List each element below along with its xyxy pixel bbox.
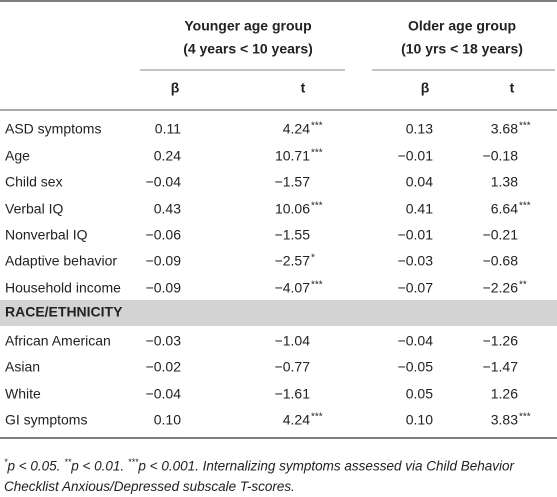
cell-value: 4.24 bbox=[283, 412, 310, 428]
cell-value: −1.55 bbox=[275, 227, 311, 243]
footnote-text: p < 0.05. bbox=[7, 458, 61, 474]
row-label: Asian bbox=[5, 359, 40, 375]
cell-value: −0.02 bbox=[146, 359, 182, 375]
cell-value: 0.11 bbox=[155, 121, 181, 137]
cell-value: 10.71 bbox=[275, 148, 310, 164]
cell-value: −2.26 bbox=[483, 280, 519, 296]
cell-value: 4.24 bbox=[283, 121, 310, 137]
cell-value: −0.07 bbox=[398, 280, 434, 296]
cell-value: −0.04 bbox=[146, 174, 182, 190]
cell-value: 0.10 bbox=[406, 412, 433, 428]
cell-value: −0.68 bbox=[483, 253, 519, 269]
row-label: Age bbox=[5, 148, 30, 164]
cell-value: −1.57 bbox=[275, 174, 311, 190]
row-label: Child sex bbox=[5, 174, 63, 190]
cell-value: −1.26 bbox=[483, 333, 519, 349]
significance: *** bbox=[311, 412, 323, 423]
section-label: RACE/ETHNICITY bbox=[5, 304, 123, 320]
significance: *** bbox=[519, 121, 531, 132]
footnote-marker: * bbox=[4, 457, 8, 467]
cell-value: −0.09 bbox=[146, 280, 182, 296]
cell-value: −0.21 bbox=[483, 227, 519, 243]
cell-value: −0.77 bbox=[275, 359, 311, 375]
footnote-text: p < 0.01. bbox=[71, 458, 125, 474]
cell-value: 10.06 bbox=[275, 201, 310, 217]
row-label: Verbal IQ bbox=[5, 201, 63, 217]
column-header: t bbox=[301, 80, 306, 96]
row-label: African American bbox=[5, 333, 111, 349]
cell-value: 3.83 bbox=[491, 412, 518, 428]
cell-value: −0.01 bbox=[398, 148, 434, 164]
row-label: ASD symptoms bbox=[5, 121, 101, 137]
cell-value: −0.04 bbox=[398, 333, 434, 349]
section-band bbox=[0, 300, 557, 326]
cell-value: 6.64 bbox=[491, 201, 518, 217]
significance: *** bbox=[519, 201, 531, 212]
significance: *** bbox=[311, 280, 323, 291]
cell-value: −0.06 bbox=[146, 227, 182, 243]
cell-value: −0.05 bbox=[398, 359, 434, 375]
significance: * bbox=[311, 253, 315, 264]
cell-value: 0.10 bbox=[154, 412, 181, 428]
cell-value: −0.03 bbox=[146, 333, 182, 349]
row-label: Nonverbal IQ bbox=[5, 227, 88, 243]
cell-value: 0.43 bbox=[154, 201, 181, 217]
cell-value: −1.04 bbox=[275, 333, 311, 349]
significance: ** bbox=[519, 280, 527, 291]
cell-value: 0.04 bbox=[406, 174, 433, 190]
cell-value: −4.07 bbox=[275, 280, 311, 296]
cell-value: −2.57 bbox=[275, 253, 311, 269]
cell-value: 1.38 bbox=[491, 174, 518, 190]
cell-value: −0.01 bbox=[398, 227, 434, 243]
cell-value: 0.24 bbox=[154, 148, 181, 164]
group-range: (10 yrs < 18 years) bbox=[401, 41, 523, 57]
row-label: Household income bbox=[5, 280, 121, 296]
cell-value: 0.05 bbox=[406, 386, 433, 402]
cell-value: 1.26 bbox=[491, 386, 518, 402]
column-header: β bbox=[421, 80, 430, 96]
column-header: β bbox=[171, 80, 180, 96]
footnote-note: Internalizing symptoms assessed via Chil… bbox=[4, 458, 515, 494]
table: Younger age group (4 years < 10 years) Old… bbox=[0, 0, 557, 439]
significance: *** bbox=[519, 412, 531, 423]
cell-value: 3.68 bbox=[491, 121, 518, 137]
group-title: Younger age group bbox=[184, 18, 311, 34]
cell-value: −0.04 bbox=[146, 386, 182, 402]
cell-value: −0.03 bbox=[398, 253, 434, 269]
cell-value: −0.09 bbox=[146, 253, 182, 269]
row-label: Adaptive behavior bbox=[5, 253, 117, 269]
footnote-marker: *** bbox=[127, 457, 139, 467]
footnote: *p < 0.05. **p < 0.01. ***p < 0.001. Int… bbox=[4, 452, 552, 497]
cell-value: 0.41 bbox=[406, 201, 433, 217]
row-label: GI symptoms bbox=[5, 412, 87, 428]
cell-value: 0.13 bbox=[406, 121, 433, 137]
cell-value: −1.61 bbox=[275, 386, 311, 402]
group-range: (4 years < 10 years) bbox=[183, 41, 313, 57]
group-title: Older age group bbox=[408, 18, 516, 34]
significance: *** bbox=[311, 201, 323, 212]
cell-value: −1.47 bbox=[483, 359, 519, 375]
column-header: t bbox=[510, 80, 515, 96]
cell-value: −0.18 bbox=[483, 148, 519, 164]
footnote-marker: ** bbox=[64, 457, 72, 467]
significance: *** bbox=[311, 121, 323, 132]
significance: *** bbox=[311, 148, 323, 159]
footnote-text: p < 0.001. bbox=[138, 458, 199, 474]
row-label: White bbox=[5, 386, 41, 402]
